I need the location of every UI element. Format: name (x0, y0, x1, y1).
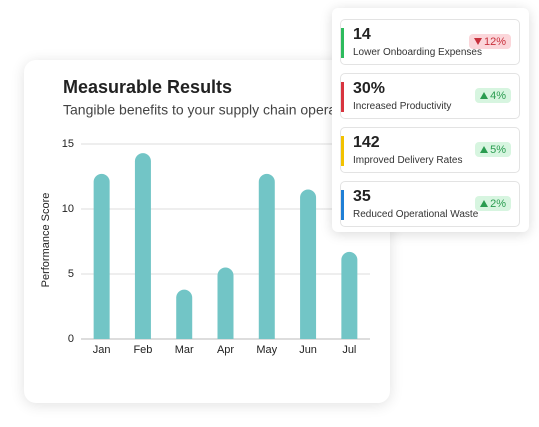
change-text: 5% (490, 143, 506, 156)
metric-label: Lower Onboarding Expenses (353, 47, 482, 58)
change-text: 12% (483, 35, 506, 48)
bar (93, 173, 110, 339)
bar (217, 267, 234, 339)
metric-accent (341, 136, 344, 166)
metric-value: 142 (353, 134, 380, 151)
metric-change: 2% (475, 196, 511, 211)
metric-accent (341, 28, 344, 58)
metric-card: 14 Lower Onboarding Expenses 12% (340, 19, 520, 65)
x-tick-label: Feb (133, 344, 152, 356)
metric-label: Reduced Operational Waste (353, 209, 479, 220)
bar (300, 189, 317, 339)
x-tick-label: Mar (175, 344, 194, 356)
x-tick-label: Jul (342, 344, 356, 356)
change-text: 4% (490, 89, 506, 102)
bar (341, 251, 358, 339)
chart-subtitle: Tangible benefits to your supply chain o… (63, 102, 366, 118)
bar (258, 173, 275, 339)
bar (176, 289, 193, 339)
x-tick-label: Jan (93, 344, 111, 356)
trend-arrow (480, 92, 489, 99)
metric-label: Improved Delivery Rates (353, 155, 463, 166)
metric-label: Increased Productivity (353, 101, 452, 112)
metric-accent (341, 190, 344, 220)
chart-title: Measurable Results (63, 77, 232, 97)
metric-card: 30% Increased Productivity 4% (340, 73, 520, 119)
chart-card: Measurable Results Tangible benefits to … (24, 60, 390, 403)
metric-value: 35 (353, 188, 371, 205)
metric-card: 35 Reduced Operational Waste 2% (340, 181, 520, 227)
x-tick-label: May (256, 344, 277, 356)
metric-value: 30% (353, 80, 386, 97)
y-axis-label: Performance Score (40, 193, 52, 288)
metrics-panel: 14 Lower Onboarding Expenses 12% 30% Increas… (332, 8, 529, 232)
y-tick-label: 15 (62, 138, 74, 150)
metric-change: 4% (475, 88, 511, 103)
metric-card: 142 Improved Delivery Rates 5% (340, 127, 520, 173)
trend-arrow (480, 146, 489, 153)
x-tick-label: Jun (299, 344, 317, 356)
y-tick-label: 0 (68, 333, 74, 345)
bar (134, 153, 151, 339)
change-text: 2% (490, 197, 506, 210)
trend-arrow (473, 38, 482, 45)
y-tick-label: 10 (62, 203, 74, 215)
y-tick-label: 5 (68, 268, 74, 280)
metric-accent (341, 82, 344, 112)
metric-change: 12% (468, 34, 511, 49)
metric-change: 5% (475, 142, 511, 157)
chart: Measurable Results Tangible benefits to … (40, 77, 370, 356)
trend-arrow (480, 200, 489, 207)
metric-value: 14 (353, 26, 371, 43)
x-tick-label: Apr (217, 344, 234, 356)
